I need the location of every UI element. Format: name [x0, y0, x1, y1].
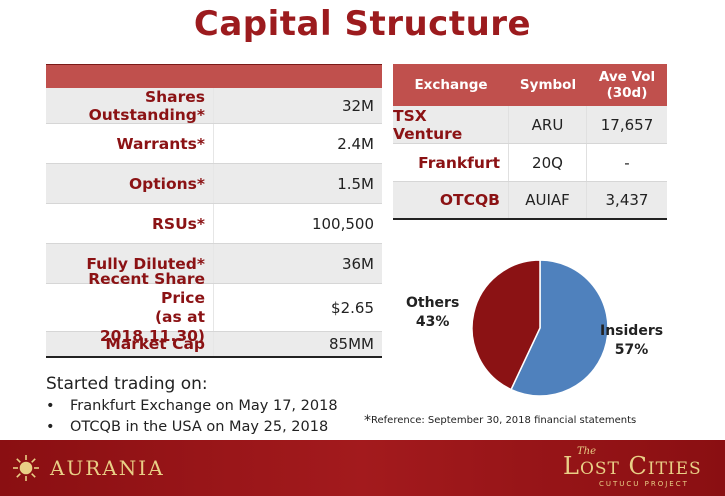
reference-text: Reference: September 30, 2018 financial …: [371, 415, 636, 426]
table-row: Recent Share Price (as at 2018.11.30) $2…: [46, 284, 382, 332]
table-row: OTCQB AUIAF 3,437: [393, 182, 667, 220]
reference-star: *: [364, 413, 371, 429]
list-item-text: Frankfurt Exchange on May 17, 2018: [70, 396, 338, 417]
exchange-volume: 3,437: [587, 182, 667, 218]
header-symbol: Symbol: [509, 64, 587, 106]
list-item-text: OTCQB in the USA on May 25, 2018: [70, 417, 328, 438]
row-label: RSUs*: [46, 204, 214, 243]
table-row: Market Cap 85MM: [46, 332, 382, 358]
pie-label-insiders: Insiders 57%: [600, 322, 663, 360]
lost-cities-subtitle: Cutucu Project: [599, 480, 689, 488]
row-value: 85MM: [214, 332, 382, 356]
pie-label-others-name: Others: [406, 294, 459, 313]
aurania-logo: Aurania: [12, 454, 165, 482]
ownership-pie-chart: [470, 258, 610, 398]
row-label: Market Cap: [46, 332, 214, 356]
started-heading: Started trading on:: [46, 374, 338, 394]
table-row: Warrants* 2.4M: [46, 124, 382, 164]
header-ave-vol-line1: Ave Vol: [599, 69, 655, 85]
exchange-volume: 17,657: [587, 106, 667, 143]
header-exchange: Exchange: [393, 64, 509, 106]
pie-label-insiders-value: 57%: [600, 341, 663, 360]
started-list: • Frankfurt Exchange on May 17, 2018 • OTC…: [46, 396, 338, 438]
capital-structure-table: Shares Outstanding* 32M Warrants* 2.4M O…: [46, 64, 382, 358]
exchange-name: OTCQB: [393, 182, 509, 218]
row-label: Recent Share Price (as at 2018.11.30): [46, 284, 214, 331]
row-value: 2.4M: [214, 124, 382, 163]
table-row: Shares Outstanding* 32M: [46, 88, 382, 124]
row-label: Warrants*: [46, 124, 214, 163]
exchange-symbol: ARU: [509, 106, 587, 143]
exchange-table-header: Exchange Symbol Ave Vol (30d): [393, 64, 667, 106]
row-label: Options*: [46, 164, 214, 203]
list-item: • Frankfurt Exchange on May 17, 2018: [46, 396, 338, 417]
exchange-name: TSX Venture: [393, 106, 509, 143]
table-row: RSUs* 100,500: [46, 204, 382, 244]
bullet-icon: •: [46, 396, 70, 417]
started-trading: Started trading on: • Frankfurt Exchange …: [46, 374, 338, 438]
lost-cities-logo: The Lost Cities Cutucu Project: [563, 446, 713, 490]
exchange-symbol: 20Q: [509, 144, 587, 181]
row-value: 1.5M: [214, 164, 382, 203]
row-value: 100,500: [214, 204, 382, 243]
row-value: $2.65: [214, 284, 382, 331]
pie-label-others-value: 43%: [406, 313, 459, 332]
header-ave-vol: Ave Vol (30d): [587, 64, 667, 106]
exchange-table: Exchange Symbol Ave Vol (30d) TSX Ventur…: [393, 64, 667, 220]
row-label-line1: Recent Share Price: [46, 270, 205, 308]
exchange-volume: -: [587, 144, 667, 181]
table-row: TSX Venture ARU 17,657: [393, 106, 667, 144]
row-label: Shares Outstanding*: [46, 88, 214, 123]
table-row: Options* 1.5M: [46, 164, 382, 204]
header-ave-vol-line2: (30d): [607, 85, 648, 101]
lost-cities-wordmark: Lost Cities: [563, 452, 702, 480]
table-row: Frankfurt 20Q -: [393, 144, 667, 182]
page-title: Capital Structure: [0, 4, 725, 44]
row-value: 32M: [214, 88, 382, 123]
exchange-symbol: AUIAF: [509, 182, 587, 218]
reference-note: *Reference: September 30, 2018 financial…: [364, 413, 636, 429]
bullet-icon: •: [46, 417, 70, 438]
footer-bar: Aurania The Lost Cities Cutucu Project: [0, 440, 725, 496]
pie-label-others: Others 43%: [406, 294, 459, 332]
sun-icon: [12, 454, 40, 482]
table-header-bar: [46, 64, 382, 88]
list-item: • OTCQB in the USA on May 25, 2018: [46, 417, 338, 438]
pie-label-insiders-name: Insiders: [600, 322, 663, 341]
exchange-name: Frankfurt: [393, 144, 509, 181]
aurania-wordmark: Aurania: [50, 456, 165, 480]
row-value: 36M: [214, 244, 382, 283]
